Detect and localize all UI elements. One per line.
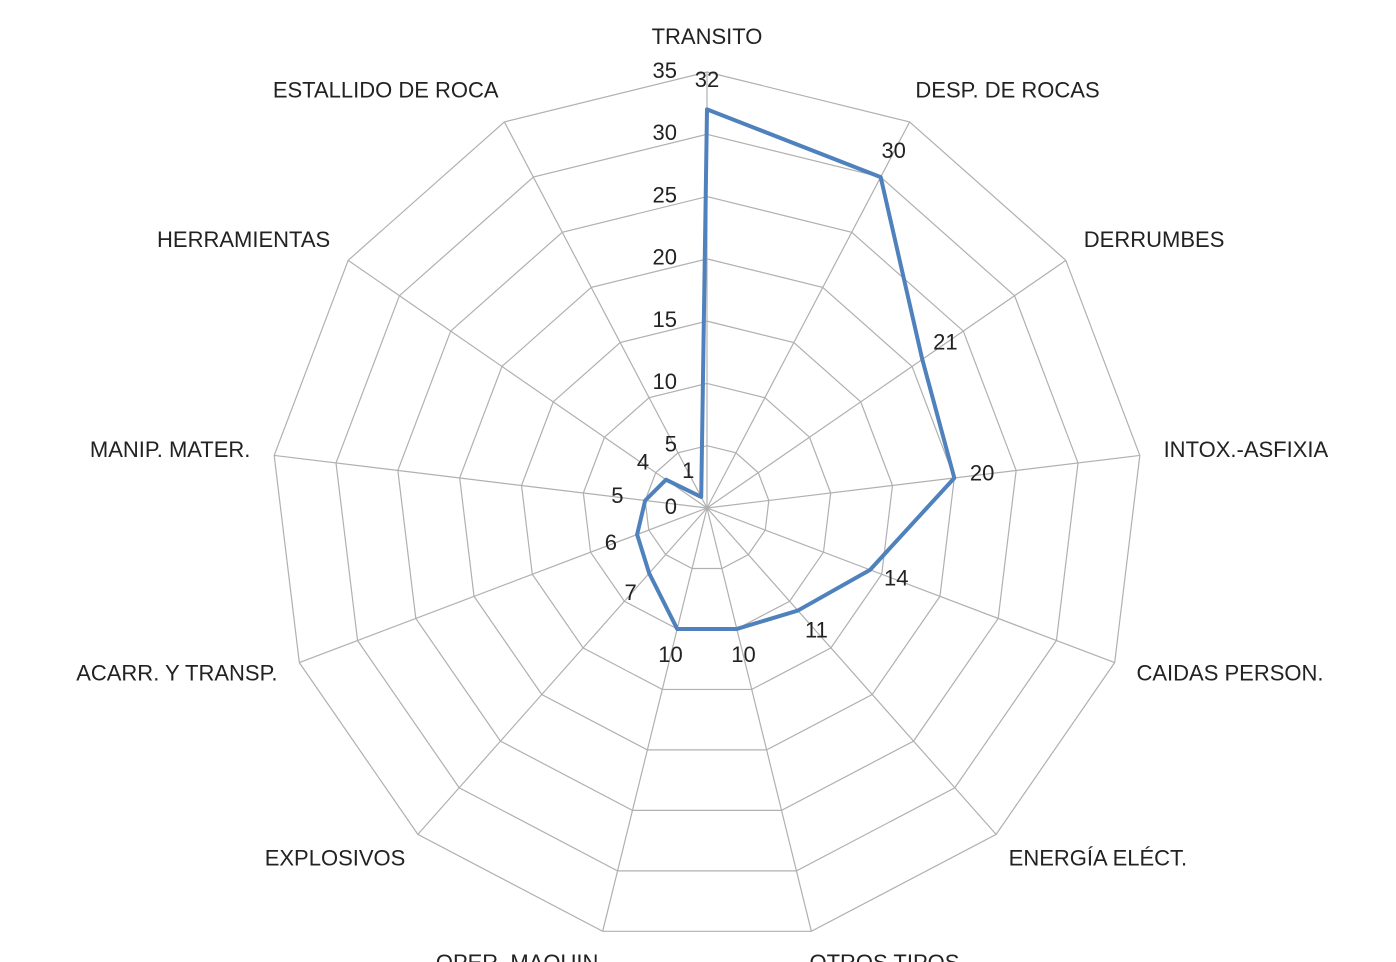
category-label: DERRUMBES [1084,227,1225,252]
grid-ring [644,445,770,570]
spoke [417,507,708,835]
grid-ring [397,195,1017,811]
spoke [706,454,1140,509]
data-label: 4 [637,450,649,475]
data-label: 10 [658,642,682,667]
data-label: 5 [611,483,623,508]
grid-ring [459,258,955,751]
y-tick-label: 35 [653,58,677,83]
spoke [706,121,911,509]
spoke [503,121,708,509]
y-tick-label: 25 [653,182,677,207]
category-label: EXPLOSIVOS [265,846,406,871]
category-label: ACARR. Y TRANSP. [76,660,277,685]
y-tick-label: 5 [665,432,677,457]
category-label: ESTALLIDO DE ROCA [273,78,499,103]
y-tick-label: 15 [653,307,677,332]
spoke [706,507,1115,664]
category-label: ENERGÍA ELÉCT. [1009,846,1188,871]
data-label: 1 [682,458,694,483]
spoke [602,507,708,932]
y-tick-label: 20 [653,245,677,270]
spoke [706,507,812,932]
category-label: INTOX.-ASFIXIA [1164,437,1329,462]
category-label: TRANSITO [652,24,763,49]
spoke [274,454,708,509]
category-label: OPER. MAQUIN. [436,950,605,962]
data-label: 32 [695,67,719,92]
category-label: HERRAMIENTAS [157,227,330,252]
data-label: 10 [731,642,755,667]
grid-ring [273,71,1141,932]
y-tick-label: 0 [665,494,677,519]
spoke [706,259,1067,509]
data-label: 14 [884,566,908,591]
y-tick-label: 10 [653,369,677,394]
data-label: 30 [881,138,905,163]
grid-ring [520,320,894,691]
data-label: 20 [970,460,994,485]
grid-ring [335,133,1079,872]
category-label: CAIDAS PERSON. [1136,660,1323,685]
category-label: DESP. DE ROCAS [915,78,1099,103]
y-tick-label: 30 [653,120,677,145]
category-label: OTROS TIPOS [809,950,959,962]
series-line [635,107,957,631]
data-label: 7 [624,580,636,605]
data-label: 6 [605,530,617,555]
category-label: MANIP. MATER. [90,437,251,462]
data-label: 11 [805,617,828,642]
data-label: 21 [933,329,957,354]
spoke [347,259,708,509]
spoke [706,507,997,835]
